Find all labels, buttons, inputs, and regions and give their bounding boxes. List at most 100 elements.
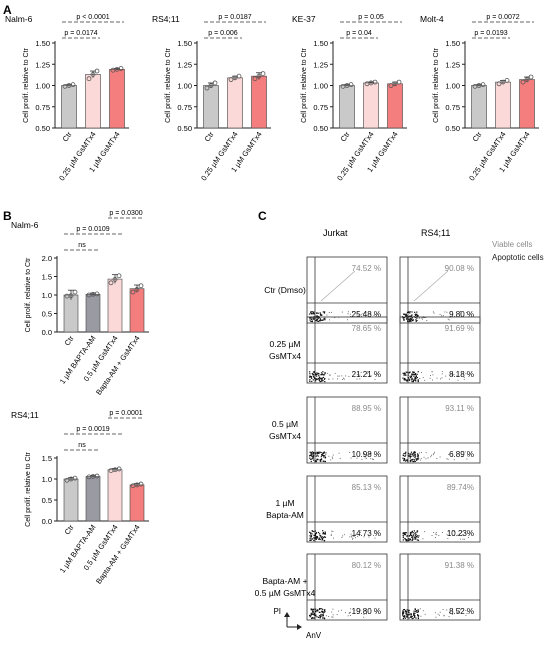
flow-event-dot [312, 451, 314, 454]
flow-event-dot [311, 455, 313, 458]
flow-event-dot [323, 451, 325, 453]
flow-plot-frame [399, 256, 481, 324]
flow-event-dot [405, 314, 407, 316]
flow-event-dot [430, 454, 432, 456]
flow-event-dot [409, 375, 411, 377]
flow-event-dot [434, 612, 436, 614]
bar [363, 82, 379, 129]
flow-event-dot [465, 609, 467, 611]
flow-event-dot [321, 453, 324, 455]
flow-event-dot [411, 459, 413, 461]
flow-event-dot [441, 531, 443, 533]
flow-event-dot [404, 455, 406, 457]
flow-event-dot [436, 458, 438, 460]
flow-event-dot [414, 532, 416, 534]
flow-event-dot [319, 460, 321, 462]
y-tick-label: 1.25 [445, 60, 460, 69]
flow-event-dot [463, 378, 465, 380]
flow-apoptotic-pct: 8.52 % [449, 607, 474, 616]
flow-event-dot [311, 380, 313, 383]
flow-event-dot [409, 460, 411, 463]
flow-apoptotic-pct: 10.23% [447, 529, 474, 538]
flow-event-dot [332, 608, 334, 610]
flow-event-dot [433, 532, 435, 533]
flow-event-dot [320, 536, 322, 539]
flow-row: Ctr (Dmso) 74.52 % 25.48 % 90.08 % 9.80 % [264, 256, 481, 324]
flow-event-dot [415, 314, 417, 317]
flow-event-dot [416, 373, 418, 375]
flow-event-dot [356, 312, 358, 314]
flow-event-dot [363, 453, 365, 454]
y-tick-label: 1.25 [35, 60, 50, 69]
flow-event-dot [311, 453, 313, 455]
chart-3: KE-37 Cell prolif. relative to Ctr 0.50 0.7… [292, 14, 407, 182]
flow-viable-pct: 91.69 % [445, 324, 474, 333]
flow-event-dot [417, 454, 419, 456]
flow-event-dot [322, 611, 324, 613]
flow-event-dot [447, 458, 449, 460]
flow-event-dot [332, 537, 334, 539]
chart-y-label: Cell prolif. relative to Ctr [25, 451, 32, 526]
flow-event-dot [352, 311, 354, 312]
data-point [528, 74, 534, 80]
chart-title: KE-37 [292, 14, 316, 24]
chart-6: RS4;11 Cell prolif. relative to Ctr 0.0 0.5… [11, 410, 149, 586]
y-tick-label: 1.25 [313, 60, 328, 69]
flow-event-dot [409, 320, 411, 322]
flow-event-dot [405, 374, 407, 376]
flow-event-dot [441, 371, 443, 373]
significance-label: p = 0.0174 [64, 30, 97, 37]
significance-label: ns [78, 242, 86, 249]
flow-event-dot [332, 616, 334, 618]
flow-event-dot [349, 615, 351, 616]
data-point [496, 81, 502, 87]
flow-event-dot [315, 380, 317, 382]
flow-event-dot [374, 537, 376, 539]
flow-event-dot [351, 535, 352, 537]
flow-event-dot [404, 615, 406, 617]
flow-event-dot [411, 460, 413, 462]
flow-axis-y-label: PI [273, 607, 281, 616]
flow-event-dot [402, 609, 405, 611]
flow-event-dot [330, 533, 332, 535]
flow-event-dot [311, 318, 313, 320]
flow-event-dot [416, 531, 418, 533]
flow-event-dot [419, 378, 421, 379]
flow-event-dot [405, 612, 407, 615]
flow-event-dot [319, 319, 321, 321]
flow-row-label: Ctr (Dmso) [264, 285, 306, 295]
flow-event-dot [413, 373, 415, 376]
flow-event-dot [403, 459, 405, 462]
flow-event-dot [425, 317, 427, 318]
flow-apoptotic-pct: 14.73 % [352, 529, 381, 538]
flow-event-dot [318, 538, 320, 540]
chart-4: Molt-4 Cell prolif. relative to Ctr 0.50 0.… [420, 14, 539, 182]
flow-event-dot [402, 613, 404, 615]
flow-event-dot [405, 379, 407, 381]
data-point [116, 466, 122, 472]
flow-event-dot [321, 539, 323, 541]
flow-event-dot [409, 454, 411, 456]
flow-event-dot [408, 318, 410, 320]
data-point [94, 291, 100, 297]
flow-event-dot [316, 378, 318, 380]
flow-event-dot [356, 378, 358, 380]
flow-event-dot [453, 531, 455, 533]
data-point [388, 83, 394, 88]
flow-event-dot [410, 615, 412, 618]
flow-event-dot [315, 610, 318, 612]
flow-event-dot [309, 539, 311, 541]
bar [63, 478, 79, 522]
flow-event-dot [412, 536, 414, 538]
flow-event-dot [416, 610, 418, 612]
flow-event-dot [309, 457, 311, 459]
flow-event-dot [416, 313, 418, 315]
flow-event-dot [332, 457, 334, 459]
flow-event-dot [414, 455, 416, 457]
flow-event-dot [409, 376, 412, 379]
flow-event-dot [319, 534, 321, 537]
data-point [236, 73, 242, 79]
flow-event-dot [370, 313, 372, 315]
flow-event-dot [402, 610, 404, 612]
flow-event-dot [328, 378, 330, 380]
